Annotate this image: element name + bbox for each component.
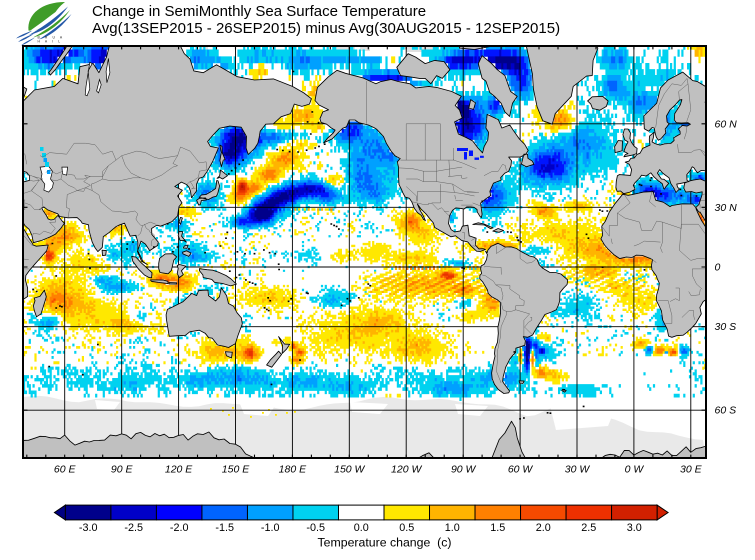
svg-text:60 N: 60 N [715, 118, 738, 130]
svg-text:120 W: 120 W [391, 464, 422, 476]
svg-text:-3.0: -3.0 [79, 522, 98, 534]
svg-text:H A I L: H A I L [38, 39, 63, 43]
svg-text:2.0: 2.0 [536, 522, 551, 534]
svg-text:B R U A: B R U A [38, 36, 65, 40]
svg-text:Avg(13SEP2015 - 26SEP2015) min: Avg(13SEP2015 - 26SEP2015) minus Avg(30A… [92, 20, 560, 37]
svg-text:0: 0 [715, 262, 721, 274]
svg-text:-1.0: -1.0 [261, 522, 280, 534]
svg-text:30 N: 30 N [715, 202, 738, 214]
svg-text:0.0: 0.0 [354, 522, 369, 534]
svg-text:-2.0: -2.0 [170, 522, 189, 534]
svg-text:120 E: 120 E [165, 464, 193, 476]
svg-text:3.0: 3.0 [627, 522, 642, 534]
svg-text:60 S: 60 S [715, 405, 737, 417]
svg-text:90 W: 90 W [451, 464, 477, 476]
svg-text:60 W: 60 W [508, 464, 534, 476]
svg-text:Change in SemiMonthly Sea Surf: Change in SemiMonthly Sea Surface Temper… [92, 3, 426, 20]
svg-text:30 W: 30 W [565, 464, 591, 476]
svg-text:1.0: 1.0 [445, 522, 460, 534]
svg-text:150 E: 150 E [222, 464, 250, 476]
svg-text:-1.5: -1.5 [215, 522, 234, 534]
svg-text:30 E: 30 E [680, 464, 703, 476]
svg-text:0.5: 0.5 [399, 522, 414, 534]
svg-text:Temperature change (c): Temperature change (c) [318, 535, 452, 549]
svg-text:90 E: 90 E [111, 464, 134, 476]
svg-text:60 E: 60 E [54, 464, 77, 476]
svg-text:150 W: 150 W [334, 464, 365, 476]
svg-text:30 S: 30 S [715, 321, 737, 333]
svg-text:2.5: 2.5 [581, 522, 596, 534]
svg-text:1.5: 1.5 [490, 522, 505, 534]
svg-text:-2.5: -2.5 [124, 522, 143, 534]
svg-text:-0.5: -0.5 [306, 522, 325, 534]
svg-text:180 E: 180 E [279, 464, 307, 476]
svg-text:0 W: 0 W [625, 464, 645, 476]
